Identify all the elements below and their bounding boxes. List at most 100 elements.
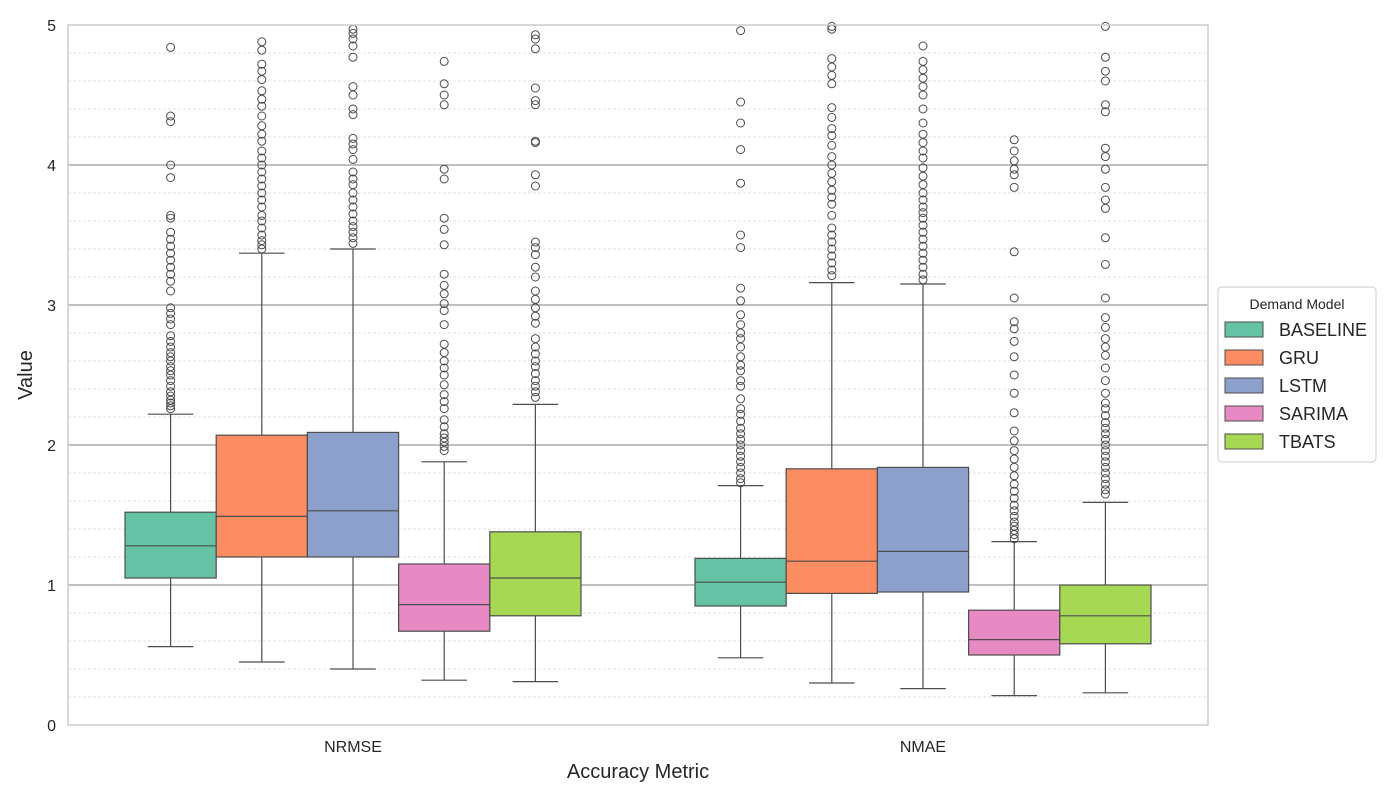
outlier-point xyxy=(166,366,176,376)
outlier-point xyxy=(1009,486,1019,496)
outlier-point xyxy=(439,280,449,290)
outlier-point xyxy=(530,250,540,260)
outlier-point xyxy=(736,423,746,433)
outlier-point xyxy=(166,381,176,391)
outlier-point xyxy=(257,167,267,177)
y-tick-label: 4 xyxy=(47,158,56,175)
outlier-point xyxy=(530,34,540,44)
outlier-point xyxy=(166,262,176,272)
box-body xyxy=(876,466,970,593)
outlier-point xyxy=(166,276,176,286)
outlier-point xyxy=(257,111,267,121)
y-tick-label: 0 xyxy=(47,718,56,735)
outlier-point xyxy=(1009,324,1019,334)
outlier-point xyxy=(1100,457,1110,467)
outlier-point xyxy=(348,139,358,149)
outlier-point xyxy=(827,192,837,202)
outlier-point xyxy=(439,79,449,89)
outlier-point xyxy=(1100,468,1110,478)
outlier-point xyxy=(257,188,267,198)
outlier-point xyxy=(439,390,449,400)
box-body xyxy=(124,511,217,579)
outlier-point xyxy=(918,227,928,237)
outlier-point xyxy=(166,111,176,121)
outlier-point xyxy=(530,237,540,247)
outlier-point xyxy=(736,366,746,376)
outlier-point xyxy=(1100,100,1110,110)
outlier-point xyxy=(1100,423,1110,433)
outlier-point xyxy=(1009,317,1019,327)
outlier-point xyxy=(166,227,176,237)
outlier-point xyxy=(439,240,449,250)
outlier-point xyxy=(166,398,176,408)
outlier-point xyxy=(1009,426,1019,436)
outlier-point xyxy=(530,381,540,391)
outlier-point xyxy=(736,178,746,188)
outlier-point xyxy=(736,334,746,344)
outlier-point xyxy=(530,96,540,106)
outlier-point xyxy=(530,181,540,191)
outlier-point xyxy=(439,397,449,407)
outlier-point xyxy=(166,303,176,313)
outlier-point xyxy=(166,314,176,324)
box-body xyxy=(1059,584,1152,645)
outlier-point xyxy=(530,349,540,359)
outlier-point xyxy=(918,220,928,230)
outlier-point xyxy=(736,451,746,461)
outlier-point xyxy=(530,44,540,54)
outlier-point xyxy=(1009,511,1019,521)
box-series xyxy=(124,21,1152,697)
outlier-point xyxy=(348,174,358,184)
outlier-point xyxy=(348,28,358,38)
outlier-point xyxy=(1009,135,1019,145)
legend-label-baseline: BASELINE xyxy=(1279,320,1367,340)
legend-label-gru: GRU xyxy=(1279,348,1319,368)
outlier-point xyxy=(827,199,837,209)
outlier-point xyxy=(530,170,540,180)
outlier-point xyxy=(918,56,928,66)
outlier-point xyxy=(439,422,449,432)
outlier-point xyxy=(827,258,837,268)
outlier-point xyxy=(257,136,267,146)
outlier-point xyxy=(257,160,267,170)
box-tbats-nrmse xyxy=(489,30,582,683)
legend-items: BASELINE GRU LSTM SARIMA TBATS xyxy=(1224,320,1367,452)
outlier-point xyxy=(348,233,358,243)
outlier-point xyxy=(1009,388,1019,398)
outlier-point xyxy=(736,320,746,330)
outlier-point xyxy=(1100,398,1110,408)
outlier-point xyxy=(1100,143,1110,153)
outlier-point xyxy=(736,429,746,439)
outlier-point xyxy=(257,153,267,163)
outlier-point xyxy=(1100,474,1110,484)
box-baseline-nrmse xyxy=(124,42,217,648)
outlier-point xyxy=(166,213,176,223)
outlier-point xyxy=(736,416,746,426)
outlier-point xyxy=(348,145,358,155)
outlier-point xyxy=(439,339,449,349)
outlier-point xyxy=(348,202,358,212)
outlier-point xyxy=(439,100,449,110)
outlier-point xyxy=(166,241,176,251)
outlier-point xyxy=(439,380,449,390)
outlier-point xyxy=(348,222,358,232)
outlier-point xyxy=(530,262,540,272)
outlier-point xyxy=(166,42,176,52)
outlier-point xyxy=(736,409,746,419)
outlier-point xyxy=(530,356,540,366)
outlier-point xyxy=(257,174,267,184)
outlier-point xyxy=(166,320,176,330)
outlier-point xyxy=(439,404,449,414)
outlier-point xyxy=(166,210,176,220)
box-lstm-nmae xyxy=(876,41,970,690)
outlier-point xyxy=(736,26,746,36)
outlier-point xyxy=(348,227,358,237)
outlier-point xyxy=(257,66,267,76)
outlier-point xyxy=(348,110,358,120)
outlier-point xyxy=(1100,76,1110,86)
outlier-point xyxy=(166,160,176,170)
outlier-point xyxy=(439,320,449,330)
outlier-point xyxy=(348,154,358,164)
outlier-point xyxy=(827,124,837,134)
